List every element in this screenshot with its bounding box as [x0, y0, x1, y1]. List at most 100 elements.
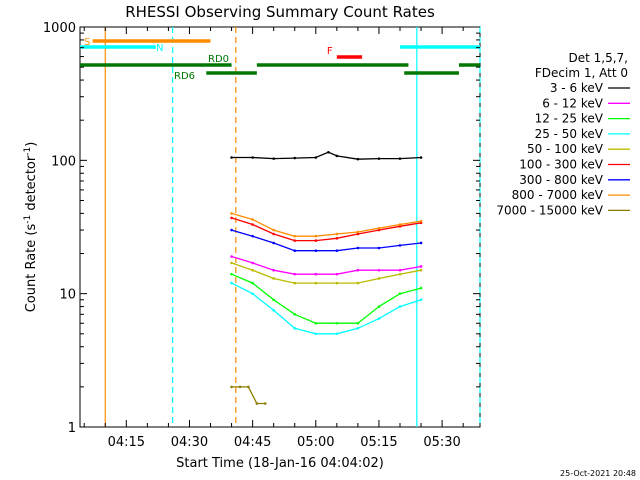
point-25-50-kev-3: [293, 326, 297, 330]
point-12-25-kev-9: [419, 286, 423, 290]
point-300-800-kev-9: [419, 241, 423, 245]
x-tick-label-0500: 05:00: [297, 435, 334, 450]
point-12-25-kev-3: [293, 313, 297, 316]
point-7000-15000-kev-4: [263, 402, 267, 405]
point-6-12-kev-7: [377, 268, 381, 272]
status-bar-label-f: F: [327, 46, 333, 57]
y-tick-label-10: 10: [59, 288, 76, 303]
x-tick-label-0515: 05:15: [360, 435, 397, 450]
point-100-300-kev-3: [293, 239, 297, 242]
point-12-25-kev-6: [356, 321, 360, 325]
point-6-12-kev-8: [398, 268, 402, 272]
point-50-100-kev-5: [335, 281, 339, 285]
legend-label-50-100-kev: 50 - 100 keV: [527, 142, 604, 156]
series-12-25-kev: [231, 273, 422, 324]
point-50-100-kev-8: [398, 272, 402, 276]
point-300-800-kev-0: [230, 228, 233, 232]
point-12-25-kev-4: [314, 321, 318, 325]
point-300-800-kev-3: [293, 249, 297, 253]
x-tick-label-0430: 04:30: [171, 435, 208, 450]
series-lines: [230, 150, 423, 405]
point-6-12-kev-2: [272, 268, 275, 272]
plot-frame: [79, 26, 481, 428]
point-50-100-kev-9: [419, 268, 423, 272]
status-bar-label-rd6: RD6: [174, 71, 195, 82]
point-7000-15000-kev-0: [230, 385, 233, 389]
x-tick-label-0445: 04:45: [234, 435, 271, 450]
point-25-50-kev-8: [398, 305, 402, 308]
x-tick-label-0530: 05:30: [423, 435, 460, 450]
y-tick-label-1: 1: [68, 421, 76, 436]
point-3-6-kev-1: [251, 156, 254, 159]
point-50-100-kev-3: [293, 281, 297, 285]
point-25-50-kev-0: [230, 281, 233, 285]
series-7000-15000-kev: [231, 386, 266, 405]
point-800-7000-kev-8: [398, 223, 402, 226]
legend-label-6-12-kev: 6 - 12 keV: [542, 96, 604, 110]
y-axis: 1 10 100 1000: [43, 21, 480, 436]
point-800-7000-kev-3: [293, 234, 297, 238]
series-300-800-kev: [231, 229, 422, 252]
x-axis: 04:15 04:30 04:45 05:00 05:15 05:30: [83, 27, 464, 450]
point-12-25-kev-8: [398, 292, 402, 295]
point-3-6-kev-7: [356, 157, 360, 161]
point-800-7000-kev-1: [251, 218, 254, 221]
point-100-300-kev-7: [377, 228, 381, 232]
point-100-300-kev-2: [272, 232, 275, 236]
point-300-800-kev-5: [335, 249, 339, 253]
point-12-25-kev-5: [335, 321, 339, 325]
point-3-6-kev-0: [230, 156, 233, 159]
point-25-50-kev-9: [419, 298, 423, 302]
status-bar-label-s: S: [84, 37, 90, 48]
point-7000-15000-kev-3: [255, 402, 259, 405]
point-3-6-kev-6: [335, 154, 339, 158]
legend-label-12-25-kev: 12 - 25 keV: [535, 112, 604, 126]
x-tick-label-0415: 04:15: [108, 435, 145, 450]
point-300-800-kev-4: [314, 249, 318, 253]
point-12-25-kev-7: [377, 305, 381, 308]
status-bar-label-n: N: [156, 43, 163, 54]
point-12-25-kev-2: [272, 298, 275, 302]
point-25-50-kev-7: [377, 317, 381, 320]
series-50-100-kev: [231, 262, 422, 284]
point-300-800-kev-7: [377, 246, 381, 250]
legend-label-3-6-kev: 3 - 6 keV: [550, 81, 604, 95]
point-3-6-kev-8: [377, 157, 381, 160]
point-300-800-kev-1: [251, 234, 254, 238]
point-100-300-kev-1: [251, 223, 254, 226]
point-50-100-kev-4: [314, 281, 318, 285]
legend-label-100-300-kev: 100 - 300 keV: [519, 158, 603, 172]
legend-header-1: FDecim 1, Att 0: [535, 66, 628, 80]
point-3-6-kev-9: [398, 157, 402, 160]
series-25-50-kev: [231, 282, 422, 335]
series-3-6-kev: [231, 151, 422, 160]
point-7000-15000-kev-1: [238, 385, 242, 389]
y-tick-label-1000: 1000: [43, 21, 76, 36]
point-100-300-kev-5: [335, 237, 339, 240]
footer-date: 25-Oct-2021 20:48: [560, 469, 636, 478]
point-800-7000-kev-7: [377, 226, 381, 230]
point-100-300-kev-4: [314, 239, 318, 242]
legend-label-25-50-kev: 25 - 50 keV: [535, 127, 604, 141]
point-6-12-kev-4: [314, 272, 318, 276]
legend-label-7000-15000-kev: 7000 - 15000 keV: [496, 203, 603, 217]
y-axis-label: Count Rate (s-1 detector-1): [23, 142, 39, 313]
series-100-300-kev: [231, 217, 422, 242]
point-12-25-kev-1: [251, 281, 254, 285]
point-50-100-kev-1: [251, 268, 254, 272]
point-6-12-kev-1: [251, 261, 254, 265]
point-50-100-kev-7: [377, 277, 381, 280]
chart-title: RHESSI Observing Summary Count Rates: [125, 3, 435, 21]
point-50-100-kev-0: [230, 261, 233, 265]
point-300-800-kev-6: [356, 246, 360, 250]
point-6-12-kev-9: [419, 265, 423, 268]
legend-label-800-7000-kev: 800 - 7000 keV: [512, 188, 604, 202]
point-50-100-kev-2: [272, 277, 275, 280]
point-800-7000-kev-9: [419, 219, 423, 223]
legend-label-300-800-kev: 300 - 800 keV: [519, 173, 603, 187]
point-6-12-kev-0: [230, 255, 233, 258]
point-6-12-kev-5: [335, 272, 339, 276]
point-25-50-kev-1: [251, 292, 254, 295]
